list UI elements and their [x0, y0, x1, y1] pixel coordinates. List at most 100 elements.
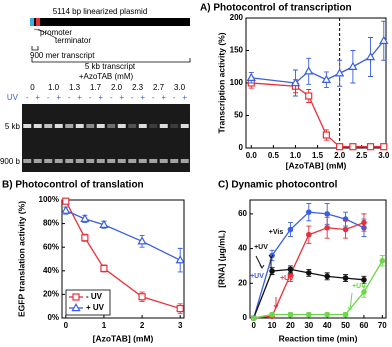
marker [380, 143, 388, 151]
band [23, 124, 32, 128]
band [75, 124, 84, 128]
annotation: +UV [254, 244, 268, 251]
band [170, 124, 179, 128]
uv-sign: + [35, 93, 40, 102]
y-tick-label: 20% [43, 290, 59, 299]
marker [322, 131, 330, 139]
band [138, 124, 147, 128]
band [149, 124, 158, 128]
marker [324, 211, 330, 217]
x-axis-label: [AzoTAB] (mM) [286, 160, 347, 170]
series-line [251, 40, 385, 84]
marker [379, 35, 389, 44]
x-tick-label: 2.0 [334, 151, 346, 160]
x-tick-label: 2 [140, 321, 145, 330]
uv-sign: - [131, 93, 134, 102]
uv-sign: + [161, 93, 166, 102]
marker [306, 270, 312, 276]
marker [175, 255, 185, 264]
lane-label: 1.0 [48, 83, 60, 92]
band [44, 159, 53, 163]
lane-label: 3.0 [174, 83, 186, 92]
legend-label: + UV [86, 303, 105, 312]
marker [62, 197, 70, 205]
series-line [251, 82, 384, 148]
marker [336, 143, 344, 151]
uv-sign: - [89, 93, 92, 102]
lane-label: 1.7 [90, 83, 102, 92]
x-tick-label: 2.5 [356, 151, 368, 160]
panel-title: C) Dynamic photocontrol [218, 180, 338, 191]
gel-header: +AzoTAB (mM) [79, 72, 134, 81]
uv-sign: - [47, 93, 50, 102]
x-tick-label: 1.0 [290, 151, 302, 160]
terminator-mark [36, 18, 40, 26]
annotation: +UV [250, 273, 264, 280]
plot-frame [249, 199, 387, 319]
marker [361, 219, 367, 226]
x-tick-label: 0.5 [268, 151, 280, 160]
marker [269, 268, 275, 274]
uv-sign: - [110, 93, 113, 102]
y-tick-label: 40 [238, 244, 247, 253]
annotation-arrow [347, 292, 353, 311]
x-tick-label: 30 [304, 321, 313, 330]
marker [287, 266, 294, 273]
promoter-label: promoter [40, 28, 72, 37]
band [159, 124, 168, 128]
y-tick-label: 80% [43, 219, 59, 228]
x-axis-label: [AzoTAB] (mM) [93, 333, 154, 343]
uv-sign: - [68, 93, 71, 102]
marker [366, 143, 375, 151]
marker [304, 66, 314, 75]
band [65, 159, 74, 163]
marker [250, 315, 257, 321]
marker [379, 257, 386, 264]
x-tick-label: 10 [268, 321, 277, 330]
band [54, 159, 63, 163]
marker [287, 311, 294, 318]
uv-sign: + [140, 93, 145, 102]
x-tick-label: 3 [178, 321, 183, 330]
uv-sign: - [173, 93, 176, 102]
band [107, 159, 116, 163]
band [180, 124, 189, 128]
short-transcript-label: 900 mer transcript [30, 51, 95, 60]
marker [365, 51, 376, 61]
marker [321, 74, 332, 83]
marker [361, 277, 367, 283]
x-tick-label: 0.0 [246, 151, 258, 160]
lane-label: 2.7 [153, 83, 165, 92]
band [86, 124, 95, 128]
series-line [253, 260, 383, 319]
y-tick-label: 0 [239, 143, 244, 152]
x-tick-label: 1.5 [312, 151, 324, 160]
y-tick-label: 150 [230, 46, 244, 55]
x-tick-label: 0 [251, 321, 256, 330]
band [54, 124, 63, 128]
lane-label: 2.3 [132, 83, 144, 92]
y-tick-label: 60 [238, 209, 247, 218]
marker [287, 226, 294, 233]
band-label: 900 b [0, 157, 21, 166]
marker [269, 311, 275, 318]
x-tick-label: 40 [323, 321, 332, 330]
band [117, 124, 126, 128]
band [96, 159, 105, 163]
y-tick-label: 40% [43, 266, 59, 275]
annotation: +UV [280, 275, 294, 282]
y-tick-label: 0% [47, 313, 59, 322]
x-tick-label: 1 [102, 321, 107, 330]
plot-frame [245, 17, 387, 149]
band [96, 124, 105, 128]
marker [100, 264, 108, 273]
x-tick-label: 50 [341, 321, 350, 330]
plasmid-bar [30, 18, 190, 26]
panel-title: B) Photocontrol of translation [2, 180, 144, 191]
plasmid-label: 5114 bp linearized plasmid [53, 7, 148, 16]
gel-lanes: 0- +1.0- +1.3- +1.7- +2.0- +2.3- +2.7- +3.0- + [23, 83, 189, 163]
long-transcript-label: 5 kb transcript [85, 62, 136, 71]
marker [348, 61, 358, 70]
legend-label: - UV [86, 292, 103, 301]
plot-frame [61, 199, 185, 319]
